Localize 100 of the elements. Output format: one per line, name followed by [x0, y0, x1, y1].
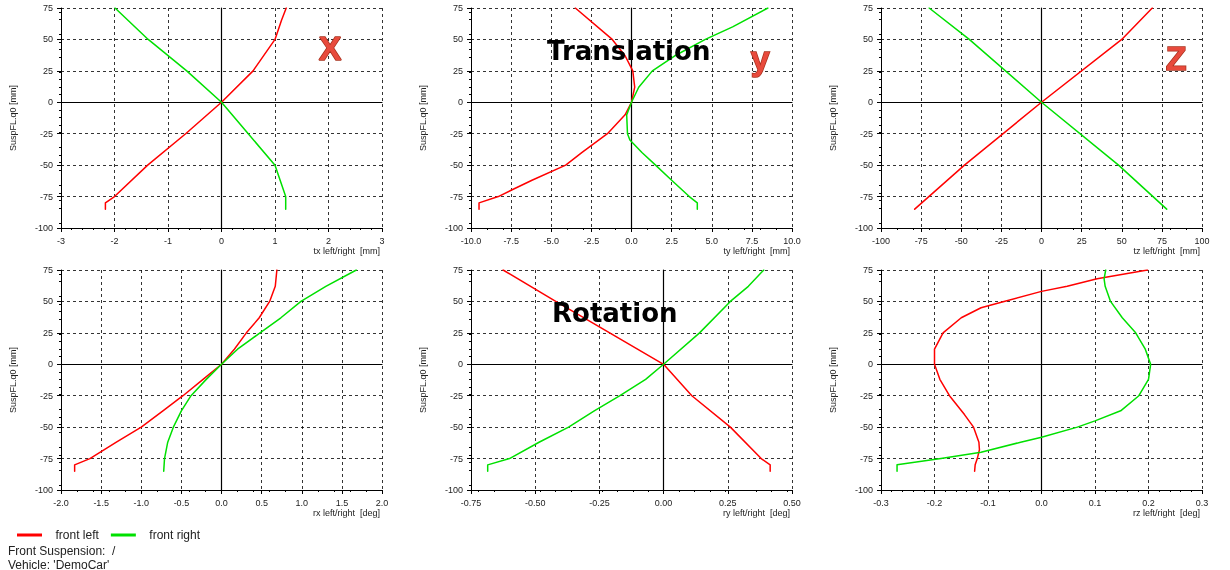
y-tick-label: -25 [39, 128, 53, 139]
x-tick-label: -0.50 [524, 497, 546, 508]
x-tick-label: 75 [1156, 235, 1167, 246]
text: Front Suspension: / [8, 544, 117, 558]
x-tick-label: 2.0 [375, 497, 389, 508]
y-tick-label: -75 [39, 191, 53, 202]
legend-label: front right [149, 528, 201, 542]
x-tick-label: -0.2 [926, 497, 943, 508]
y-tick-label: -25 [449, 390, 463, 401]
y-tick-label: -100 [34, 223, 53, 233]
y-tick-label: -50 [859, 160, 873, 171]
y-tick-label: 75 [862, 265, 873, 275]
y-tick-label: -50 [859, 422, 873, 433]
y-axis-title: SuspFL.q0 [mm] [827, 84, 838, 152]
x-axis-title: rx left/right [deg] [312, 507, 380, 518]
x-tick-label: 0.2 [1142, 497, 1155, 508]
y-axis-title: SuspFL.q0 [mm] [417, 84, 428, 152]
x-tick-label: 0 [218, 235, 225, 246]
x-tick-label: 0 [1038, 235, 1045, 246]
y-tick-label: 75 [862, 3, 873, 13]
x-tick-label: -5.0 [543, 235, 560, 246]
y-tick-label: 50 [862, 296, 873, 307]
y-tick-label: 25 [42, 327, 53, 338]
x-tick-label: 0.5 [255, 497, 268, 508]
x-tick-label: 0.0 [215, 497, 228, 508]
y-tick-label: -50 [39, 160, 53, 171]
x-tick-label: -10.0 [460, 235, 482, 246]
y-tick-label: 25 [452, 65, 463, 76]
x-tick-label: -3 [56, 235, 66, 246]
y-axis-title: SuspFL.q0 [mm] [827, 346, 838, 414]
annotation: Z [1165, 38, 1187, 77]
y-tick-label: -75 [39, 453, 53, 464]
x-tick-label: 0.3 [1195, 497, 1209, 508]
x-tick-label: -0.5 [173, 497, 190, 508]
y-tick-label: 50 [452, 296, 463, 307]
x-tick-label: 2.5 [665, 235, 678, 246]
x-tick-label: 100 [1194, 235, 1210, 246]
x-tick-label: 0.1 [1088, 497, 1102, 508]
x-tick-label: -1 [163, 235, 173, 246]
x-tick-label: 10.0 [783, 235, 801, 246]
x-tick-label: -0.3 [873, 497, 889, 508]
x-tick-label: -25 [994, 235, 1008, 246]
x-tick-label: 0.25 [719, 497, 737, 508]
x-axis-title: rz left/right [deg] [1132, 507, 1200, 518]
legend-label: front left [55, 528, 100, 542]
y-tick-label: 0 [457, 359, 463, 370]
x-tick-label: -50 [954, 235, 968, 246]
x-tick-label: -75 [914, 235, 928, 246]
x-tick-label: 0.0 [1035, 497, 1048, 508]
y-tick-label: 75 [452, 3, 463, 13]
y-axis-title: SuspFL.q0 [mm] [7, 346, 18, 414]
x-tick-label: -2.5 [583, 235, 600, 246]
y-tick-label: 50 [862, 34, 873, 45]
text: Vehicle: 'DemoCar' [8, 558, 110, 570]
y-tick-label: -75 [449, 453, 463, 464]
x-tick-label: 25 [1076, 235, 1087, 246]
x-tick-label: 0.50 [783, 497, 801, 508]
y-tick-label: -50 [449, 160, 463, 171]
line-series [73, 269, 278, 472]
x-tick-label: -0.25 [589, 497, 610, 508]
y-tick-label: -25 [449, 128, 463, 139]
y-tick-label: 0 [47, 97, 53, 108]
y-tick-label: 25 [862, 65, 873, 76]
x-tick-label: 3 [379, 235, 385, 246]
x-tick-label: -1.5 [93, 497, 109, 508]
y-tick-label: 50 [42, 34, 53, 45]
y-tick-label: 50 [42, 296, 53, 307]
y-tick-label: 25 [862, 327, 873, 338]
y-tick-label: 25 [452, 327, 463, 338]
y-tick-label: -50 [39, 422, 53, 433]
y-tick-label: -100 [854, 223, 873, 233]
x-tick-label: -2 [110, 235, 119, 246]
line-series [896, 269, 1152, 472]
x-tick-label: 0.0 [625, 235, 638, 246]
line-series [162, 269, 358, 472]
y-tick-label: -75 [449, 191, 463, 202]
y-tick-label: 75 [42, 265, 53, 275]
y-tick-label: -25 [859, 128, 873, 139]
x-axis-title: tx left/right [mm] [313, 245, 380, 256]
y-tick-label: -75 [859, 191, 873, 202]
y-tick-label: -25 [859, 390, 873, 401]
x-axis-title: ty left/right [mm] [723, 245, 790, 256]
line-series [933, 269, 1149, 472]
y-tick-label: 75 [42, 3, 53, 13]
x-tick-label: 7.5 [745, 235, 759, 246]
y-axis-title: SuspFL.q0 [mm] [417, 346, 428, 414]
y-tick-label: -100 [444, 223, 463, 233]
y-tick-label: 50 [452, 34, 463, 45]
x-tick-label: 5.0 [705, 235, 719, 246]
y-tick-label: -100 [444, 485, 463, 495]
x-tick-label: 1 [272, 235, 278, 246]
x-tick-label: -7.5 [503, 235, 519, 246]
y-tick-label: -100 [854, 485, 873, 495]
y-tick-label: 0 [47, 359, 53, 370]
x-tick-label: 50 [1116, 235, 1127, 246]
x-tick-label: -2.0 [53, 497, 69, 508]
y-tick-label: -25 [39, 390, 53, 401]
x-tick-label: 1.0 [295, 497, 309, 508]
x-tick-label: -0.1 [980, 497, 996, 508]
x-axis-title: ry left/right [deg] [722, 507, 790, 518]
